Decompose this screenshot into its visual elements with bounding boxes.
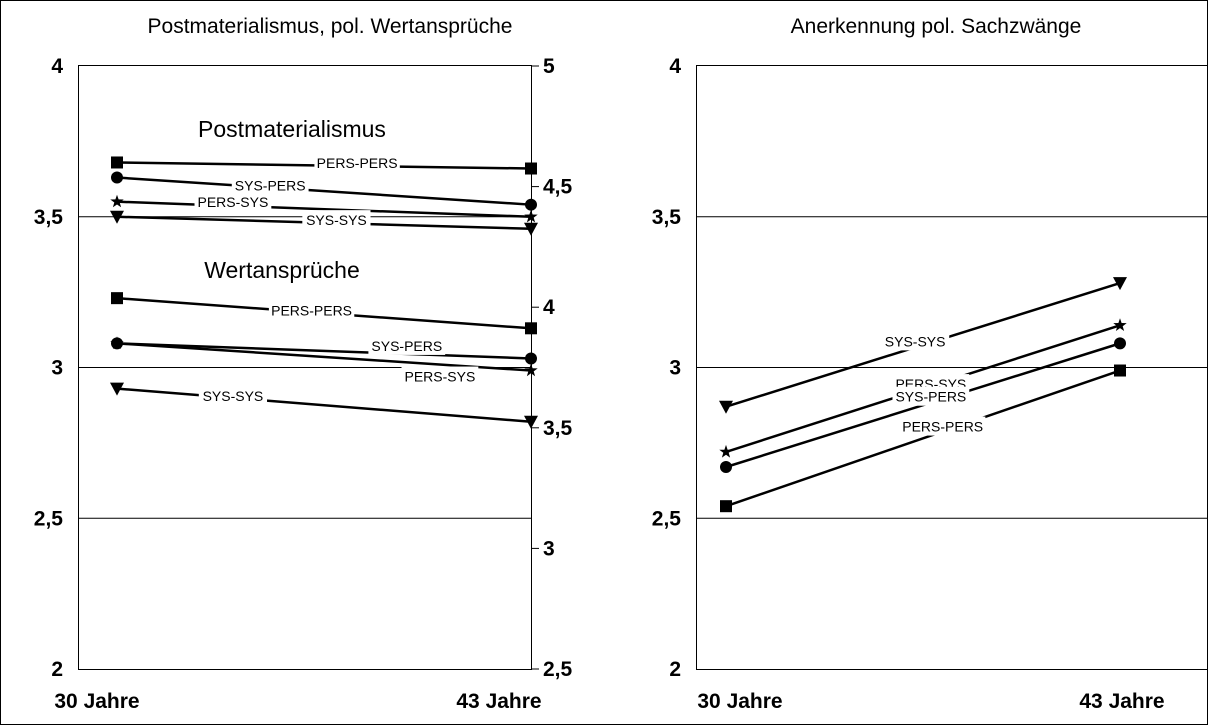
data-point	[524, 222, 538, 236]
chart-sachzwaenge: Anerkennung pol. Sachzwänge 2 2,5 3 3,5 4 30…	[652, 15, 1208, 713]
series-sys-pers: SYS-PERS	[111, 171, 537, 211]
series-label-bg	[881, 331, 950, 351]
series-pers-pers: PERS-PERS	[720, 364, 1126, 513]
series-pers-pers: PERS-PERS	[111, 152, 537, 175]
series-pers-sys: PERS-SYS	[110, 191, 538, 223]
y-axis-left: 2 2,5 3 3,5 4	[652, 55, 682, 681]
series-label: PERS-SYS	[405, 369, 476, 385]
series-sys-sys: SYS-SYS	[719, 277, 1127, 414]
data-point	[720, 500, 732, 513]
series-label: SYS-SYS	[885, 333, 946, 349]
y-tick-label-right: 3,5	[543, 417, 573, 440]
series-label-bg	[302, 210, 371, 230]
y-tick-label: 3,5	[34, 206, 64, 229]
data-point	[110, 382, 124, 396]
data-point	[720, 460, 732, 473]
y-tick-label-right: 4,5	[543, 176, 573, 199]
series-label: PERS-PERS	[902, 419, 983, 435]
series-label: PERS-PERS	[271, 302, 352, 318]
x-axis: 30 Jahre 43 Jahre	[697, 690, 1164, 713]
series-label-bg	[268, 300, 355, 320]
y-tick-label: 2,5	[34, 507, 64, 530]
y-tick-label: 2	[669, 658, 681, 681]
series-label-bg	[401, 366, 479, 386]
data-point	[719, 400, 733, 414]
series-pers-pers: PERS-PERS	[111, 292, 537, 335]
y-tick-label: 2,5	[652, 507, 682, 530]
series-line	[725, 369, 1121, 508]
series-line	[116, 387, 532, 424]
series-sys-pers: SYS-PERS	[720, 337, 1126, 473]
y-axis-left: 2 2,5 3 3,5 4	[34, 55, 64, 681]
x-tick-label: 43 Jahre	[1079, 690, 1164, 713]
group-label-wertansprueche: Wertansprüche	[204, 257, 360, 283]
y-axis-right: 2,5 3 3,5 4 4,5 5	[531, 55, 573, 681]
data-point	[110, 210, 124, 224]
series-label-bg	[194, 191, 272, 211]
series-line	[116, 342, 532, 372]
series-label: SYS-SYS	[203, 388, 264, 404]
series-label-bg	[368, 335, 446, 355]
series-label: SYS-SYS	[306, 212, 367, 228]
y-tick-label-right: 3	[543, 537, 555, 560]
chart-title: Anerkennung pol. Sachzwänge	[791, 15, 1082, 38]
data-point	[524, 415, 538, 429]
series-sys-sys: SYS-SYS	[110, 210, 538, 236]
series-label: SYS-PERS	[895, 389, 966, 405]
series-label-bg	[198, 385, 268, 405]
data-point	[719, 444, 733, 458]
chart-title: Postmaterialismus, pol. Wertansprüche	[148, 15, 513, 38]
x-tick-label: 30 Jahre	[697, 690, 782, 713]
y-tick-label: 4	[51, 55, 63, 78]
series-sys-sys: SYS-SYS	[110, 382, 538, 429]
data-point	[111, 292, 123, 305]
data-point	[525, 322, 537, 335]
data-point	[1113, 277, 1127, 291]
series-label: SYS-PERS	[235, 178, 306, 194]
x-axis: 30 Jahre 43 Jahre	[54, 690, 541, 713]
x-tick-label: 43 Jahre	[456, 690, 541, 713]
series-label-bg	[892, 386, 970, 406]
y-tick-label: 2	[51, 658, 63, 681]
series-sys-pers: SYS-PERS	[111, 335, 537, 365]
series-label-bg	[314, 152, 400, 172]
series-label-bg	[231, 175, 309, 195]
series-line	[116, 176, 532, 206]
series-label: PERS-PERS	[317, 155, 398, 171]
series-label: PERS-SYS	[198, 194, 269, 210]
data-point	[525, 352, 537, 365]
data-point	[1113, 318, 1127, 331]
data-point	[525, 198, 537, 211]
data-point	[524, 209, 538, 223]
data-point	[110, 336, 124, 349]
data-point	[1114, 337, 1126, 350]
y-tick-label: 3	[51, 357, 63, 380]
data-point	[111, 156, 123, 169]
data-point	[1114, 364, 1126, 377]
data-point	[525, 162, 537, 175]
series-line	[116, 342, 532, 360]
y-tick-label-right: 4	[543, 296, 555, 319]
data-point	[111, 171, 123, 184]
data-point	[110, 194, 124, 208]
y-tick-label: 4	[669, 55, 681, 78]
group-label-postmaterialismus: Postmaterialismus	[198, 116, 386, 142]
y-tick-label-right: 2,5	[543, 658, 573, 681]
series-label: SYS-PERS	[371, 338, 442, 354]
y-tick-label: 3,5	[652, 206, 682, 229]
chart-postmaterialismus: Postmaterialismus, pol. Wertansprüche 22…	[34, 15, 573, 713]
y-tick-label-right: 5	[543, 55, 555, 78]
series-line	[116, 200, 532, 218]
series-pers-sys: PERS-SYS	[110, 336, 538, 386]
data-point	[524, 363, 538, 377]
series-label-bg	[900, 416, 986, 436]
y-tick-label: 3	[669, 357, 681, 380]
x-tick-label: 30 Jahre	[54, 690, 139, 713]
series-lines: PERS-PERSSYS-PERSPERS-SYSSYS-SYSPERS-PER…	[110, 152, 538, 429]
